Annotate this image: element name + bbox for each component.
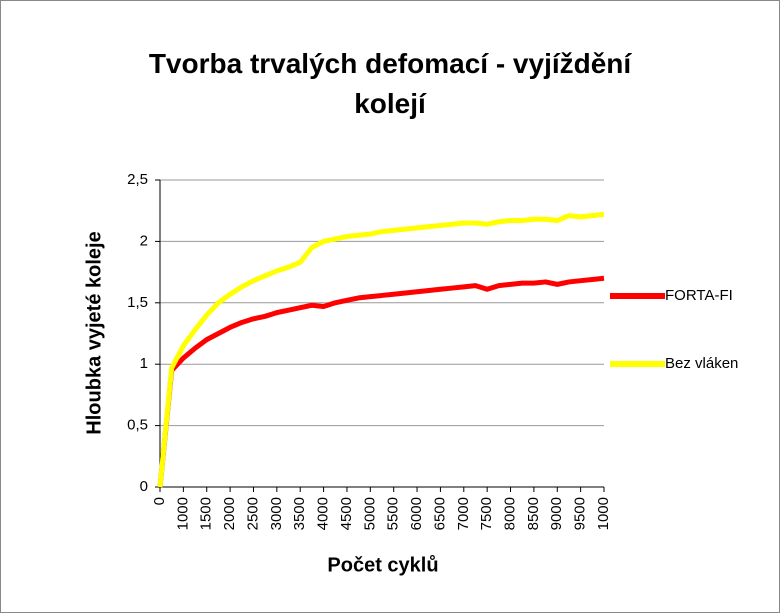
x-tick-label: 8500 [525,497,542,530]
x-tick-label: 1000 [174,497,191,530]
x-tick-label: 1500 [198,497,215,530]
x-axis-title: Počet cyklů [327,554,438,576]
x-tick-label: 4000 [315,497,332,530]
y-tick-label: 1,5 [127,294,148,311]
x-tick-label: 0 [151,497,168,505]
x-tick-label: 3500 [291,497,308,530]
x-tick-label: 7000 [455,497,472,530]
x-tick-label: 1000 [595,497,612,530]
x-tick-label: 5500 [385,497,402,530]
y-axis-title: Hloubka vyjeté koleje [83,231,105,434]
x-tick-label: 2500 [244,497,261,530]
x-tick-label: 9500 [572,497,589,530]
x-tick-label: 7500 [478,497,495,530]
x-tick-label: 6500 [431,497,448,530]
y-tick-label: 2,5 [127,171,148,188]
x-tick-label: 8000 [501,497,518,530]
legend-label: FORTA-FI [665,287,733,304]
x-tick-label: 6000 [408,497,425,530]
series-line [157,211,605,488]
legend-label: Bez vláken [665,355,738,372]
series-line [157,275,605,488]
x-tick-label: 2000 [221,497,238,530]
x-tick-label: 5000 [361,497,378,530]
y-tick-label: 0,5 [127,417,148,434]
y-tick-label: 0 [140,478,148,495]
chart-title: Tvorba trvalých defomací - vyjíždění kol… [148,48,632,119]
x-tick-label: 3000 [268,497,285,530]
x-tick-label: 4500 [338,497,355,530]
x-tick-label: 9000 [548,497,565,530]
y-tick-label: 2 [140,232,148,249]
y-tick-label: 1 [140,355,148,372]
